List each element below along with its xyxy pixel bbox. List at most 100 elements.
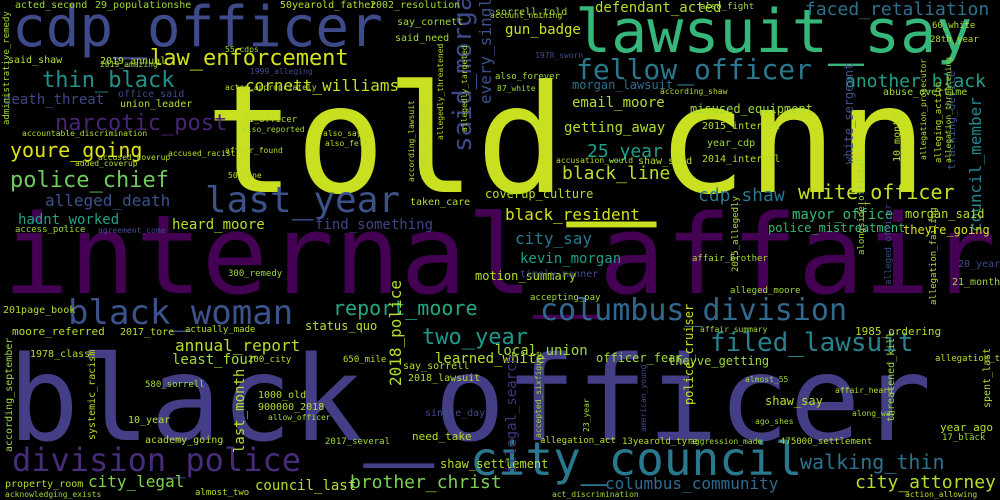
word: alleging_action <box>934 81 944 163</box>
word: brother_christ <box>350 472 502 493</box>
word: local_union <box>495 343 588 359</box>
word: 201page_book <box>3 305 76 316</box>
word: said_shaw <box>8 55 63 66</box>
word: actually_made <box>185 325 256 335</box>
word: columbus_division <box>540 293 848 328</box>
word: 2014_internal <box>702 154 781 165</box>
word: lawsuit_say <box>575 0 973 67</box>
word: cdp_shaw <box>698 185 785 206</box>
word: affair_heard <box>835 386 893 395</box>
word: 25_year <box>587 141 663 162</box>
word: city_legal <box>88 472 185 491</box>
word: faced_retaliation <box>805 0 990 20</box>
word: cornett_williams <box>245 76 400 95</box>
word: hadnt_worked <box>18 212 120 228</box>
word: mayor_office <box>792 207 894 223</box>
word: 50yearold_father <box>280 0 377 11</box>
word: 29_populationshe <box>95 0 192 11</box>
word: motion_summary <box>475 269 577 283</box>
word: 23_year <box>582 398 591 432</box>
word: year_cdp <box>707 138 756 149</box>
word: allegation_threat <box>935 354 1000 364</box>
word: report_moore <box>333 296 478 320</box>
word: alleged_death <box>45 191 171 210</box>
word: action_allowing <box>905 490 978 499</box>
word: youre_going <box>10 138 143 162</box>
word: another_black <box>845 71 986 92</box>
word: police_mistreatment <box>768 221 906 235</box>
word: alleged_moore <box>730 286 801 296</box>
word: 1000_old <box>258 390 307 401</box>
word: shaw_said <box>638 156 693 167</box>
word: 580_sorrell <box>145 380 205 390</box>
word: 50_fine <box>228 171 262 180</box>
word: said_need <box>395 33 450 44</box>
word: year_ago <box>940 421 993 434</box>
word: white_sergeant <box>842 62 856 164</box>
word: 1985_ordering <box>855 325 942 338</box>
word: ago_shes <box>755 417 794 426</box>
word: also_forever <box>495 72 561 82</box>
word: theyve_getting <box>668 354 770 368</box>
word: act_discrimination <box>552 490 639 499</box>
word: heard_moore <box>172 217 265 233</box>
word: shaw_settlement <box>440 457 549 471</box>
word: police_chief <box>10 168 169 193</box>
word: 28th_year <box>930 35 979 45</box>
word: threatened_kill <box>886 331 897 422</box>
word: law_enforcement <box>150 46 349 71</box>
word: affair_brother <box>692 254 768 264</box>
word: also_felt <box>325 139 369 148</box>
word: told_cnn <box>205 54 928 228</box>
word: council_last <box>255 478 357 494</box>
word: accused_coverup <box>98 153 171 162</box>
word: abuse_overtime <box>883 87 968 98</box>
word: affair_found <box>225 146 283 155</box>
word: accepted_sixfigure <box>534 351 543 438</box>
word: sorrell_told <box>495 7 568 18</box>
word: union_leader <box>120 99 193 110</box>
word: american_young <box>639 364 648 432</box>
word: allegation_act <box>540 436 616 446</box>
word: 900000_2018 <box>258 402 325 413</box>
word: last_month <box>232 368 248 453</box>
word: learned_white <box>435 351 545 367</box>
word: 2017_tore <box>120 327 175 338</box>
word: acted_appropriately <box>225 83 317 92</box>
word: 2017_several <box>325 437 391 447</box>
word: alongside_official <box>857 157 867 255</box>
word: allow_officer <box>268 413 331 422</box>
word: internal_affair <box>3 191 997 319</box>
word: walking_thin <box>800 450 945 474</box>
word: white_officer <box>798 180 955 204</box>
word: 2018_police <box>386 280 405 386</box>
word: acted_second <box>15 0 88 11</box>
word: defendant_acted <box>595 0 722 16</box>
word: 2015_allegedly <box>731 196 741 272</box>
word: 1978_class <box>30 349 91 360</box>
word: email_moore <box>572 95 665 111</box>
word: gun_badge <box>505 22 581 38</box>
word: according_shaw <box>660 87 728 96</box>
word: officer_fear <box>596 351 683 365</box>
word: 17_black <box>942 433 986 443</box>
word: narcotic_post <box>55 111 228 136</box>
word: timely_manner <box>520 269 599 280</box>
word: black_resident <box>505 205 640 224</box>
word: coverup_culture <box>485 187 594 201</box>
word: accepting_pay <box>530 293 601 303</box>
word: also_fight <box>700 2 755 12</box>
word: need_take <box>412 430 472 443</box>
word: kevin_morgan <box>520 251 622 267</box>
word: death_threat <box>3 92 105 108</box>
word: 2018_lawsuit <box>408 373 481 384</box>
word: also_say <box>323 129 362 138</box>
word: black_woman <box>68 293 294 333</box>
word: 1999_alleging <box>250 67 313 76</box>
word: 21_month <box>952 277 1000 288</box>
word: getting_away <box>564 120 666 136</box>
word: 55_cdps <box>225 45 259 54</box>
word: accountable_discrimination <box>22 129 148 138</box>
word: division_police <box>12 441 301 479</box>
word: 300_remedy <box>228 269 283 279</box>
